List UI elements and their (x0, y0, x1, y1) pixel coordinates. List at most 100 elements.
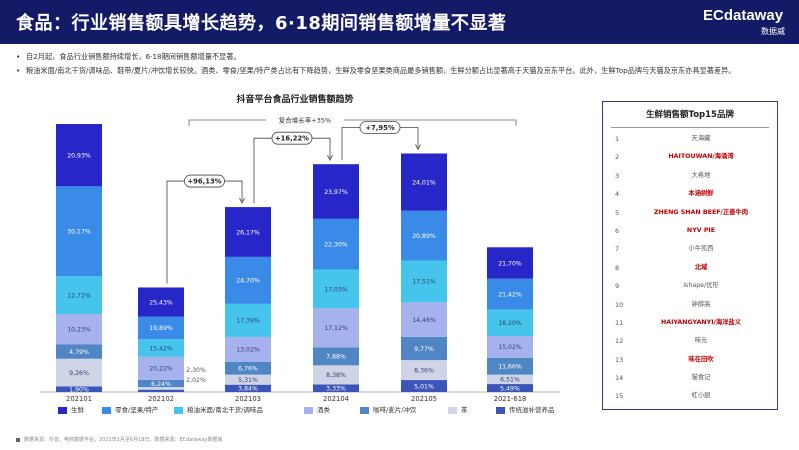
legend-label: 酒类 (317, 406, 330, 414)
brand-row: 11 HAIYANGYANYI/海洋盐义 (603, 316, 777, 334)
legend-label: 生鲜 (71, 406, 84, 414)
cagr-label: 复合增长率+35% (279, 115, 331, 124)
bar-value-label: 24,01% (412, 179, 436, 186)
brand-name: HAIYANGYANYI/海洋盐义 (660, 318, 742, 326)
bar-segment (487, 309, 533, 337)
bullet-text: 粮油米面/南北干货/调味品、鞋带/夏片/冲饮增长较快。酒类、零食/坚果/特产类占… (26, 66, 736, 75)
brand-row: 7 小牛凯西 (603, 242, 777, 260)
bar-segment (56, 386, 102, 392)
bar-segment (401, 260, 447, 303)
bar-value-label: 12,72% (67, 292, 91, 299)
logo-text: ECdataway (703, 7, 784, 24)
growth-arrowhead (327, 155, 333, 162)
legend-label: 咖啡/麦片/冲饮 (373, 406, 417, 414)
brand-rank: 14 (615, 374, 624, 383)
brand-rank: 15 (615, 392, 624, 401)
legend-item: 零食/坚果/特产 (102, 404, 158, 416)
bar-value-label: 20,22% (149, 366, 173, 373)
bar-value-label: 18,20% (498, 320, 522, 327)
legend-label: 茶 (461, 406, 468, 414)
legend-item: 茶 (448, 404, 468, 416)
bar-value-label: 19,89% (149, 325, 173, 332)
brand-name: 猫食记 (691, 374, 711, 382)
cagr-label-bg (266, 115, 344, 125)
bar-value-label: 5,31% (238, 377, 258, 384)
legend-label: 传统滋补营养品 (509, 406, 555, 414)
bar-value-label: 9,26% (69, 370, 89, 377)
bar-segment (138, 379, 184, 388)
bar-segment (225, 336, 271, 362)
growth-pill (271, 131, 313, 145)
bar-segment (225, 256, 271, 304)
brand-rank: 9 (615, 282, 620, 291)
category-label: 202103 (235, 395, 261, 403)
brand-rank: 10 (615, 300, 624, 309)
bar-value-label: 17,03% (324, 286, 348, 293)
bar-value-label: 9,77% (414, 346, 434, 353)
footnote-square-icon (16, 437, 20, 442)
stacked-bar-chart: 1,90% 9,26% 4,79% 10,23% 12,72% 30,17% 20,93% 2… (40, 115, 560, 403)
brand-name: 杠小厨 (691, 392, 711, 400)
legend-item: 酒类 (304, 404, 330, 416)
brand-name: 钟薛高 (691, 300, 711, 308)
bar-segment (56, 186, 102, 277)
growth-label: +7,95% (365, 124, 394, 132)
legend-item: 粮油米面/南北干货/调味品 (174, 404, 263, 416)
brand-rank: 2 (615, 153, 620, 162)
top-brands-list: 1 天海藏 2 HAITOUWAN/海涌湾 3 大希地 4 本涵树鲜 5 ZHENG SHAN B… (603, 132, 777, 408)
legend-swatch (174, 406, 183, 414)
legend-swatch (58, 406, 67, 414)
brand-rank: 4 (615, 190, 620, 199)
bar-segment (487, 374, 533, 385)
bar-segment (225, 361, 271, 375)
legend-label: 粮油米面/南北干货/调味品 (187, 406, 263, 414)
brand-row: 13 味在田吹 (603, 353, 777, 371)
bullet-item: • 粮油米面/南北干货/调味品、鞋带/夏片/冲饮增长较快。酒类、零食/坚果/特产类… (16, 64, 786, 78)
bar-value-label: 2,02% (186, 377, 206, 384)
growth-label: +16,22% (275, 135, 309, 143)
bar-value-label: 8,36% (414, 367, 434, 374)
brand-rank: 7 (615, 245, 620, 254)
brand-row: 6 NYV PIE (603, 224, 777, 242)
bar-value-label: 10,23% (67, 327, 91, 334)
brand-rank: 8 (615, 263, 620, 272)
category-label: 202105 (411, 395, 437, 403)
bar-value-label: 8,38% (326, 372, 346, 379)
bar-segment (225, 374, 271, 385)
bar-segment (487, 336, 533, 358)
growth-arrowhead (415, 144, 421, 151)
bar-segment (138, 389, 184, 392)
bar-value-label: 4,79% (69, 349, 89, 356)
category-label: 202104 (323, 395, 349, 403)
legend-item: 咖啡/麦片/冲饮 (360, 404, 416, 416)
brand-rank: 3 (615, 171, 620, 180)
bar-segment (138, 316, 184, 340)
bar-segment (313, 347, 359, 366)
brand-rank: 11 (615, 318, 624, 327)
legend-label: 零食/坚果/特产 (115, 406, 159, 414)
bar-segment (313, 384, 359, 392)
brand-name: 本涵树鲜 (688, 190, 714, 198)
brand-row: 12 味元 (603, 334, 777, 352)
bar-segment (138, 356, 184, 380)
growth-arrowhead (239, 197, 245, 204)
bar-segment (56, 344, 102, 359)
growth-pill (359, 121, 401, 134)
bar-value-label: 22,30% (324, 241, 348, 248)
bar-value-label: 7,88% (326, 354, 346, 361)
bar-segment (487, 357, 533, 375)
bar-segment (56, 276, 102, 315)
legend-swatch (360, 406, 369, 414)
bar-segment (401, 336, 447, 361)
brand-name: Ishape/优形 (683, 282, 719, 290)
bar-value-label: 25,43% (149, 299, 173, 306)
growth-pill (184, 174, 225, 188)
summary-bullets: • 自2月起，食品行业销售额持续增长，6·18期间销售额增量不显著。 • 粮油米面/… (16, 50, 786, 78)
bar-segment (401, 380, 447, 392)
category-label: 202102 (148, 395, 174, 403)
divider (611, 127, 769, 128)
bar-value-label: 3,84% (238, 386, 258, 393)
brand-row: 4 本涵树鲜 (603, 187, 777, 205)
bar-segment (487, 384, 533, 392)
bar-segment (225, 207, 271, 257)
